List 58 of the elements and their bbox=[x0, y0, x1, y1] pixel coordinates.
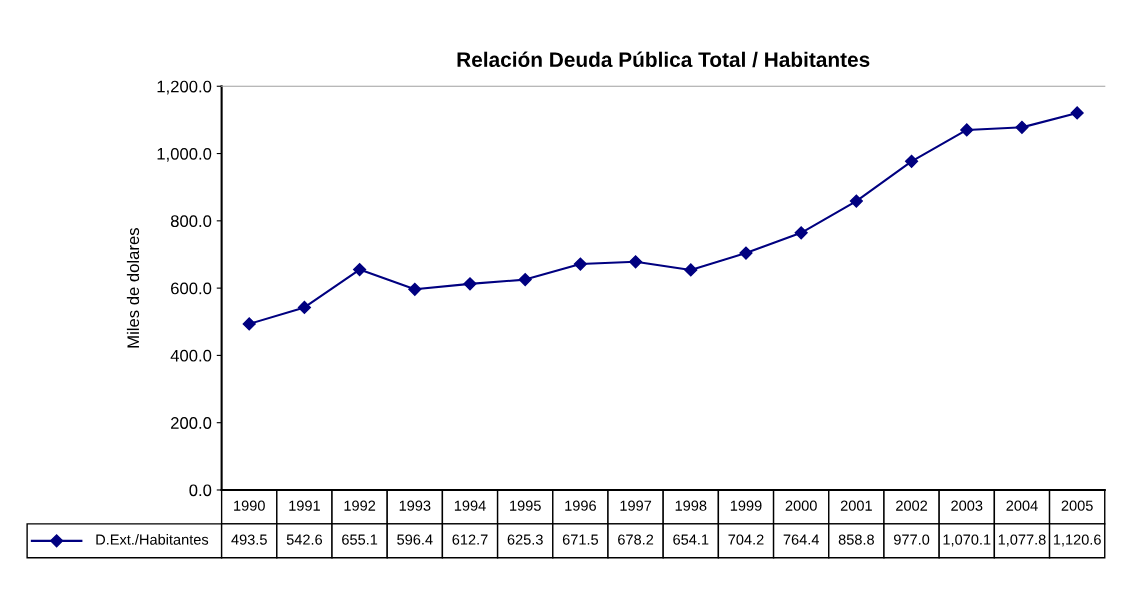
data-label: 612.7 bbox=[452, 534, 488, 545]
x-tick-label: 2005 bbox=[1061, 500, 1093, 511]
point bbox=[684, 263, 698, 277]
x-tick-label: 1992 bbox=[344, 500, 376, 511]
point bbox=[1070, 106, 1084, 120]
data-label: 858.8 bbox=[838, 534, 874, 545]
y-tick-label: 800.0 bbox=[170, 215, 212, 228]
data-label: 654.1 bbox=[673, 534, 709, 545]
y-tick-label: 200.0 bbox=[171, 417, 212, 429]
point bbox=[242, 317, 256, 331]
x-tick-label: 1994 bbox=[454, 500, 486, 511]
data-label: 1,070.1 bbox=[943, 534, 991, 547]
data-label: 655.1 bbox=[342, 534, 378, 545]
point bbox=[794, 226, 808, 240]
x-tick-label: 1990 bbox=[234, 500, 265, 511]
y-tick-label: 1,200.0 bbox=[157, 80, 212, 95]
data-label: 1,120.6 bbox=[1053, 534, 1101, 547]
point bbox=[1015, 120, 1029, 134]
point bbox=[297, 300, 312, 315]
y-tick-label: 400.0 bbox=[170, 349, 212, 362]
data-label: 764.4 bbox=[783, 534, 819, 545]
y-tick-label: 0.0 bbox=[189, 484, 212, 497]
point bbox=[463, 277, 477, 291]
x-tick-label: 2003 bbox=[951, 500, 983, 511]
point bbox=[518, 273, 532, 287]
data-label: 596.4 bbox=[397, 534, 433, 545]
point bbox=[739, 246, 753, 260]
data-label: 671.5 bbox=[562, 534, 599, 545]
x-tick-label: 1996 bbox=[565, 500, 596, 511]
point bbox=[408, 282, 422, 296]
data-label: 704.2 bbox=[728, 534, 764, 545]
x-tick-label: 2002 bbox=[896, 500, 928, 511]
x-tick-label: 1998 bbox=[675, 500, 707, 511]
x-tick-label: 1995 bbox=[510, 500, 541, 511]
x-tick-label: 1993 bbox=[399, 500, 431, 511]
data-label: 678.2 bbox=[618, 534, 654, 545]
y-axis-title: Miles de dolares bbox=[126, 228, 140, 348]
y-tick-label: 600.0 bbox=[171, 282, 212, 295]
y-tick-label: 1,000.0 bbox=[157, 147, 212, 162]
chart-title: Relación Deuda Pública Total / Habitantes bbox=[457, 51, 870, 68]
data-label: 493.5 bbox=[231, 534, 267, 545]
data-label: 625.3 bbox=[507, 534, 543, 545]
x-tick-label: 1999 bbox=[730, 500, 762, 511]
point bbox=[629, 255, 643, 269]
data-label: 977.0 bbox=[894, 534, 930, 545]
data-label: 542.6 bbox=[286, 534, 323, 545]
point bbox=[960, 123, 974, 137]
point bbox=[849, 194, 863, 208]
x-tick-label: 2004 bbox=[1006, 500, 1038, 511]
legend-label: D.Ext./Habitantes bbox=[96, 534, 209, 545]
x-tick-label: 2001 bbox=[840, 500, 872, 511]
data-label: 1,077.8 bbox=[998, 534, 1046, 547]
point bbox=[353, 262, 367, 277]
x-tick-label: 2000 bbox=[785, 500, 817, 511]
point bbox=[904, 154, 919, 168]
point bbox=[573, 257, 587, 271]
x-tick-label: 1991 bbox=[289, 500, 320, 511]
x-tick-label: 1997 bbox=[620, 500, 652, 511]
